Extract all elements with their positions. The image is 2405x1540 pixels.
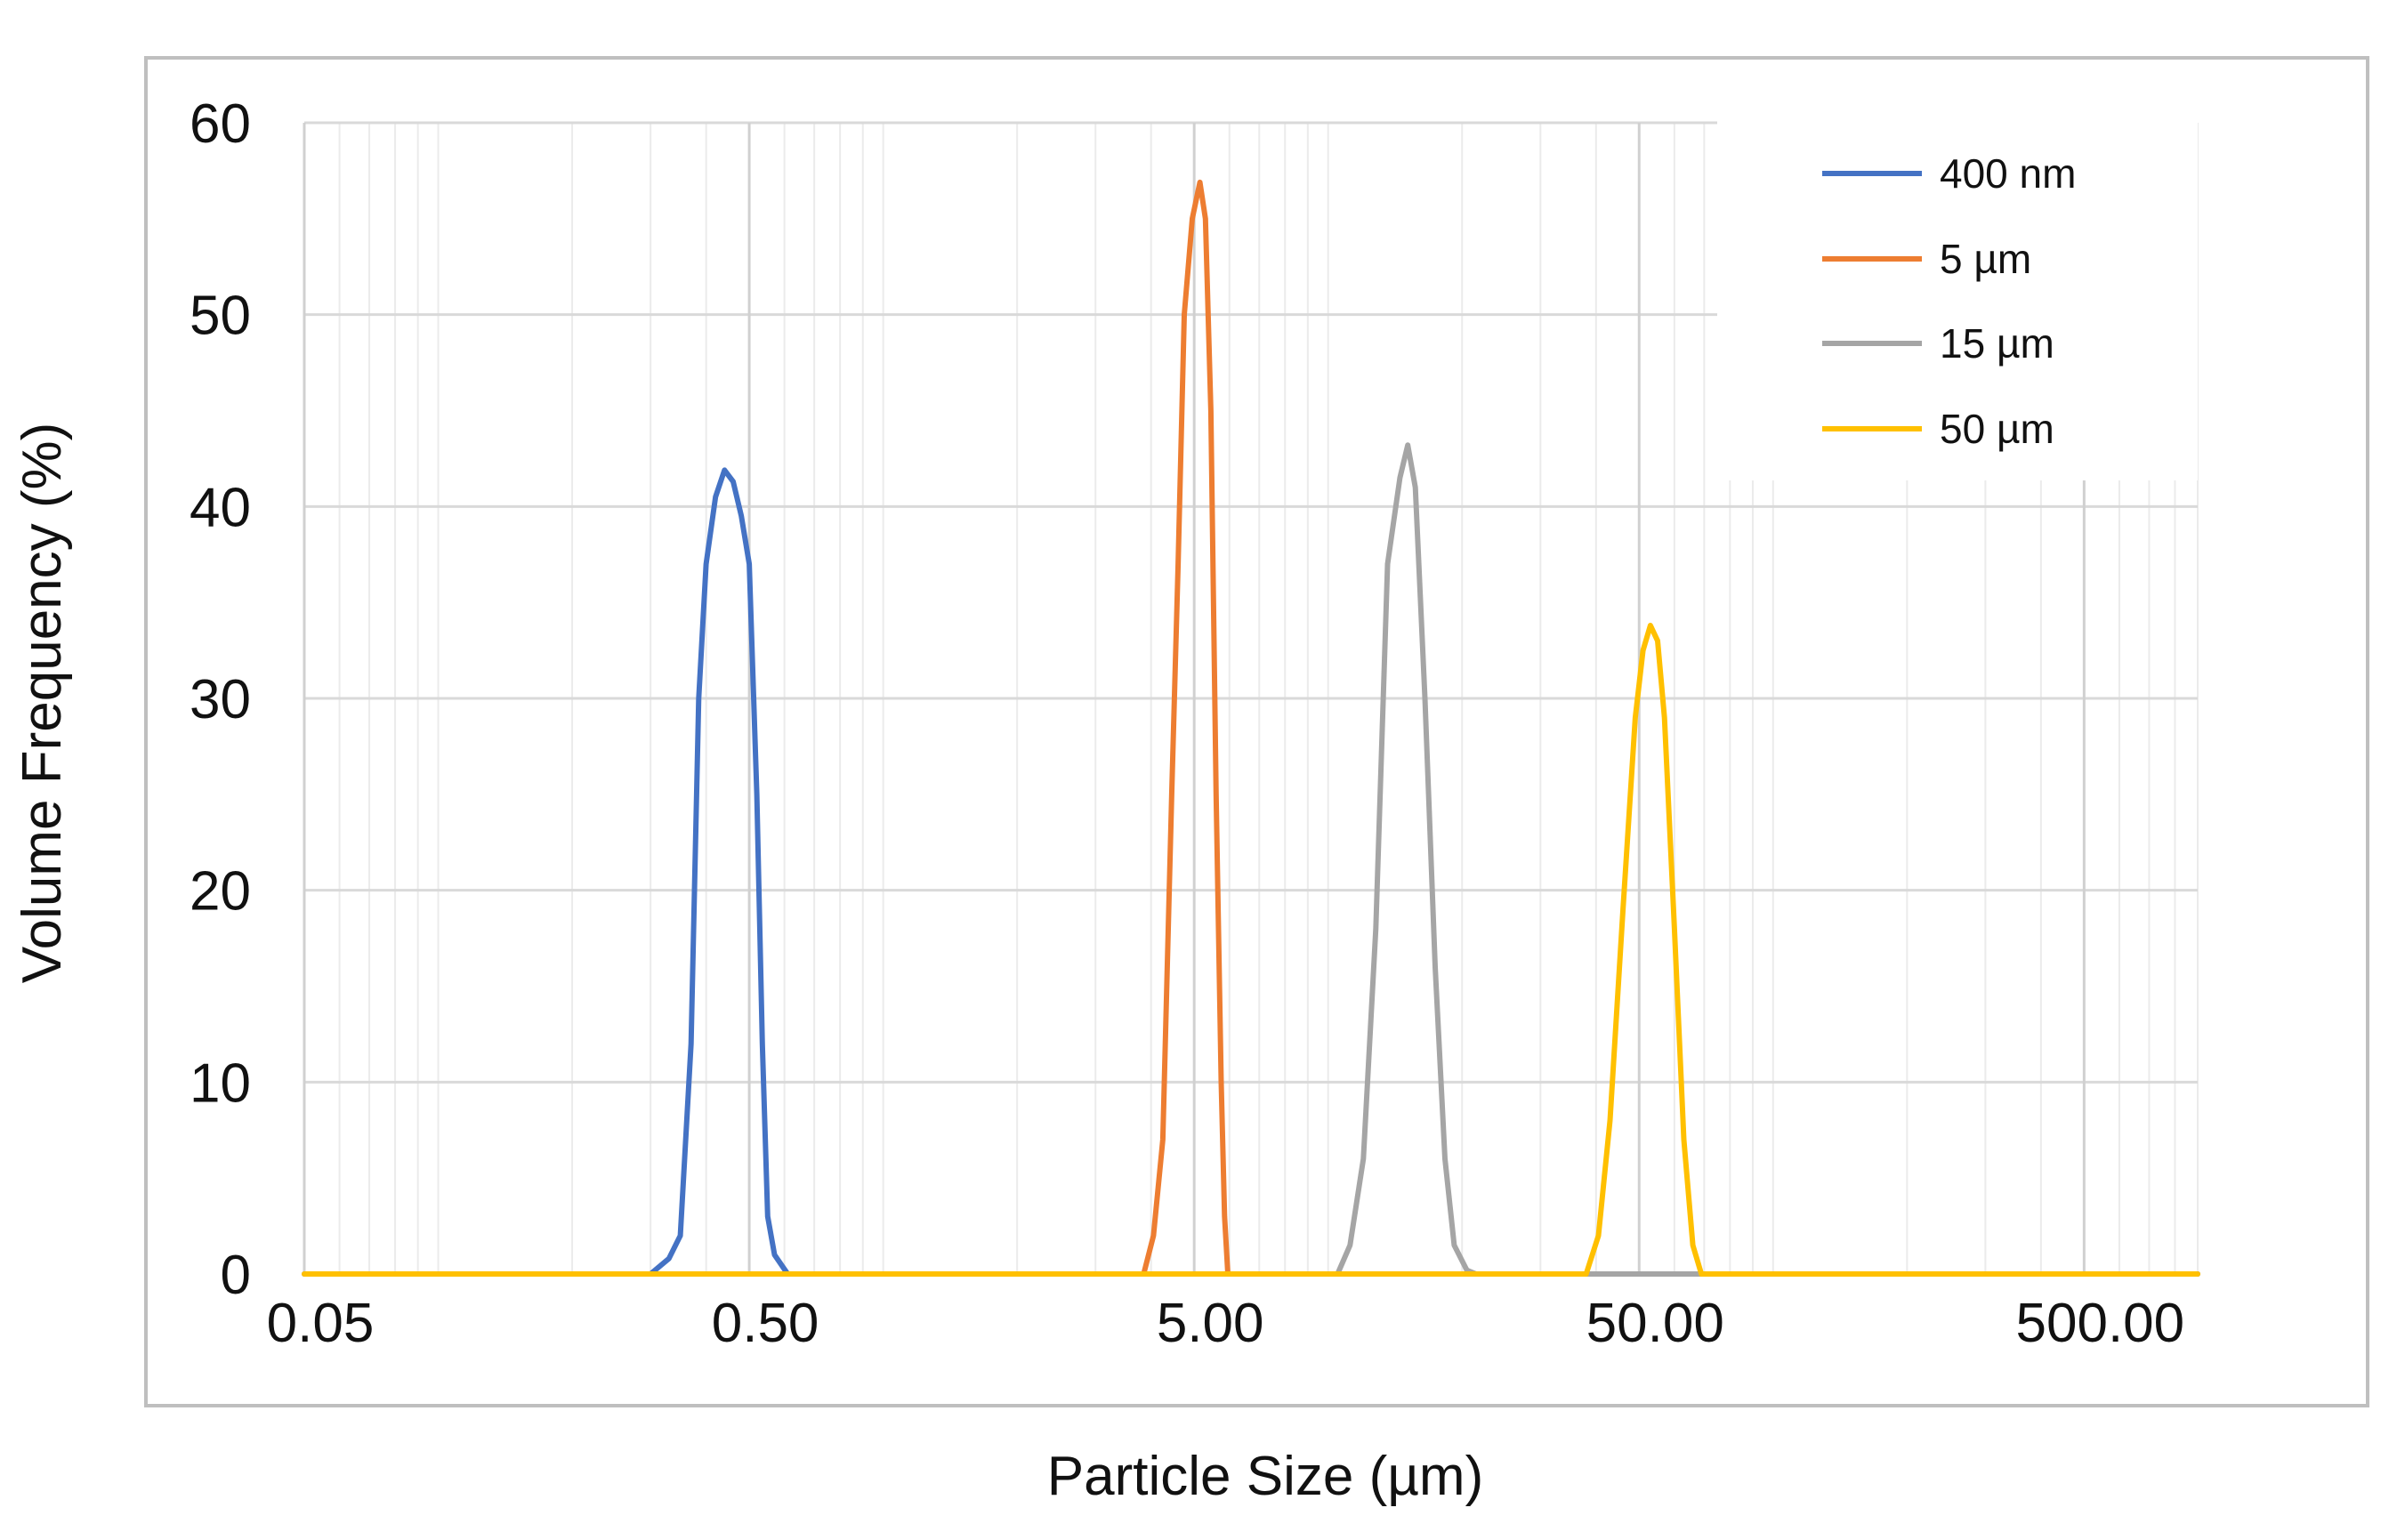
x-axis-title: Particle Size (µm) <box>1047 1446 1483 1507</box>
legend-background <box>1717 116 2198 480</box>
legend-label-400nm: 400 nm <box>1940 150 2076 197</box>
y-tick-label: 60 <box>190 93 251 155</box>
y-tick-label: 40 <box>190 477 251 538</box>
legend-label-5um: 5 µm <box>1940 236 2031 282</box>
y-tick-label: 50 <box>190 286 251 347</box>
series-line-15m <box>302 442 2200 1277</box>
y-tick-label: 10 <box>190 1052 251 1114</box>
y-tick-label: 30 <box>190 669 251 730</box>
x-tick-label: 0.50 <box>712 1293 819 1354</box>
y-tick-label: 20 <box>190 861 251 923</box>
series-line-50m <box>302 623 2200 1277</box>
legend: 400 nm 5 µm 15 µm 50 µm <box>1717 116 2198 480</box>
series-layer <box>302 179 2200 1277</box>
series-line-400nm <box>302 467 2200 1277</box>
x-tick-label: 5.00 <box>1157 1293 1264 1354</box>
x-tick-label: 0.05 <box>267 1293 375 1354</box>
legend-label-50um: 50 µm <box>1940 406 2054 452</box>
y-tick-labels: 0 10 20 30 40 50 60 <box>190 93 251 1306</box>
x-tick-label: 50.00 <box>1586 1293 1724 1354</box>
legend-label-15um: 15 µm <box>1940 320 2054 367</box>
y-tick-label: 0 <box>221 1245 251 1306</box>
x-tick-label: 500.00 <box>2016 1293 2185 1354</box>
y-axis-title: Volume Frequency (%) <box>12 423 73 984</box>
x-tick-labels: 0.05 0.50 5.00 50.00 500.00 <box>267 1293 2184 1354</box>
series-line-5m <box>302 179 2200 1277</box>
